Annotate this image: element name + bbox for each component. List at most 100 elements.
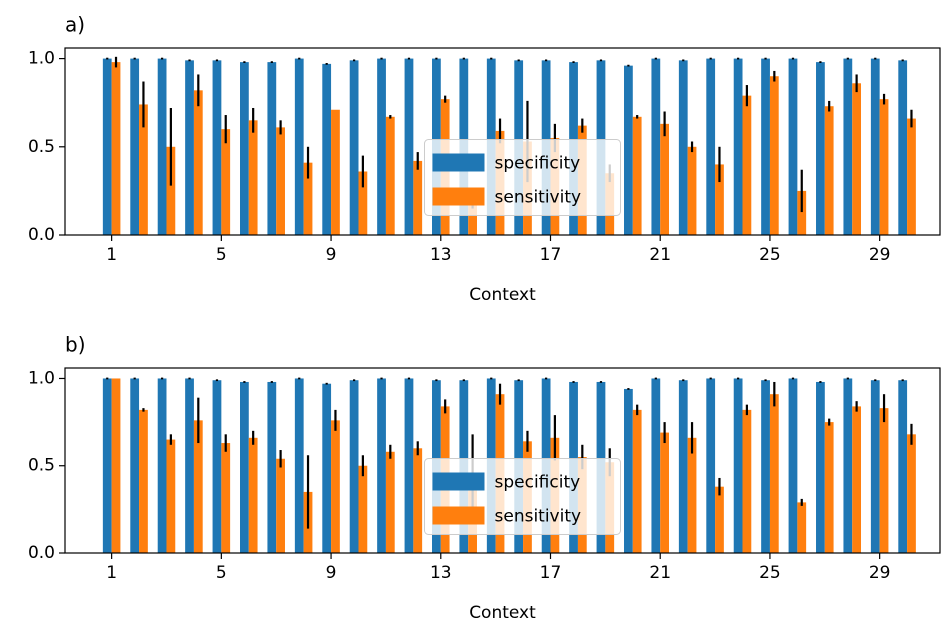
bar xyxy=(824,106,834,235)
bar xyxy=(816,62,825,236)
bar xyxy=(687,437,697,553)
bar xyxy=(193,420,203,553)
legend-swatch xyxy=(432,506,485,525)
bar xyxy=(706,378,716,553)
bar xyxy=(898,380,908,553)
bar xyxy=(331,109,340,235)
bar xyxy=(185,378,194,553)
bar xyxy=(404,378,414,553)
x-tick-label: 1 xyxy=(106,563,117,583)
bar xyxy=(111,62,121,236)
bar xyxy=(660,123,669,235)
bar xyxy=(221,129,231,235)
x-tick-label: 5 xyxy=(216,563,227,583)
bar xyxy=(294,378,304,553)
bar xyxy=(797,502,807,553)
bar xyxy=(349,380,359,553)
bar xyxy=(139,409,148,553)
bar xyxy=(377,58,386,236)
bar xyxy=(761,58,770,236)
x-tick-label: 17 xyxy=(540,563,562,583)
bar xyxy=(733,58,743,236)
bar xyxy=(651,58,661,236)
bar xyxy=(879,408,889,553)
legend-swatch xyxy=(432,153,485,172)
bar xyxy=(157,58,167,236)
bar xyxy=(294,58,304,236)
bar xyxy=(102,58,112,236)
bar xyxy=(678,60,688,235)
bar xyxy=(193,90,203,235)
panel-title: a) xyxy=(65,13,85,37)
bar xyxy=(240,381,249,553)
bar xyxy=(413,448,423,553)
x-tick-label: 13 xyxy=(430,563,452,583)
y-tick-label: 0.0 xyxy=(28,543,55,563)
bar xyxy=(879,99,889,236)
bar xyxy=(130,378,140,553)
bar xyxy=(212,380,222,553)
bar xyxy=(331,420,340,553)
bar xyxy=(377,378,386,553)
bar xyxy=(221,443,231,553)
y-tick-label: 1.0 xyxy=(28,49,55,69)
bar xyxy=(769,76,779,236)
bar xyxy=(843,378,853,553)
bar xyxy=(358,171,368,235)
bar xyxy=(632,409,642,553)
bar xyxy=(852,83,862,235)
bar xyxy=(788,378,798,553)
bar xyxy=(742,95,752,235)
x-tick-label: 5 xyxy=(216,245,227,265)
bar xyxy=(248,120,258,235)
bar xyxy=(111,378,121,553)
bar xyxy=(358,465,368,553)
bar xyxy=(678,380,688,553)
bar xyxy=(276,458,285,553)
bar xyxy=(907,434,916,553)
bar xyxy=(404,58,414,236)
y-tick-label: 0.5 xyxy=(28,137,55,157)
legend-label: specificity xyxy=(495,154,581,174)
legend-swatch xyxy=(432,187,485,206)
x-tick-label: 1 xyxy=(106,245,117,265)
y-tick-label: 0.0 xyxy=(28,225,55,245)
bar xyxy=(240,62,249,236)
bar xyxy=(660,432,669,553)
plot-frame xyxy=(64,47,941,236)
x-tick-label: 25 xyxy=(759,563,781,583)
bar xyxy=(824,422,834,553)
bar xyxy=(761,380,770,553)
bar xyxy=(632,116,642,235)
bar xyxy=(166,146,176,235)
x-tick-label: 21 xyxy=(649,245,671,265)
bar xyxy=(468,205,477,235)
bar xyxy=(413,160,423,235)
bar xyxy=(769,394,779,553)
x-tick-label: 17 xyxy=(540,245,562,265)
y-tick-label: 1.0 xyxy=(28,368,55,388)
bar xyxy=(624,388,633,553)
x-axis-label: Context xyxy=(469,603,536,623)
bar xyxy=(742,409,752,553)
bar xyxy=(267,62,277,236)
plot-frame xyxy=(64,367,941,554)
bar xyxy=(715,486,724,553)
bar xyxy=(349,60,359,235)
bar xyxy=(248,437,258,553)
bar xyxy=(907,118,916,235)
panel-title: b) xyxy=(65,333,86,357)
bar xyxy=(624,65,633,235)
bar xyxy=(797,190,807,235)
bar xyxy=(898,60,908,235)
bar xyxy=(852,406,862,553)
bar xyxy=(687,146,697,235)
x-tick-label: 25 xyxy=(759,245,781,265)
bar xyxy=(843,58,853,236)
legend-label: specificity xyxy=(495,473,581,493)
legend-swatch xyxy=(432,472,485,491)
bar xyxy=(102,378,112,553)
bar xyxy=(733,378,743,553)
